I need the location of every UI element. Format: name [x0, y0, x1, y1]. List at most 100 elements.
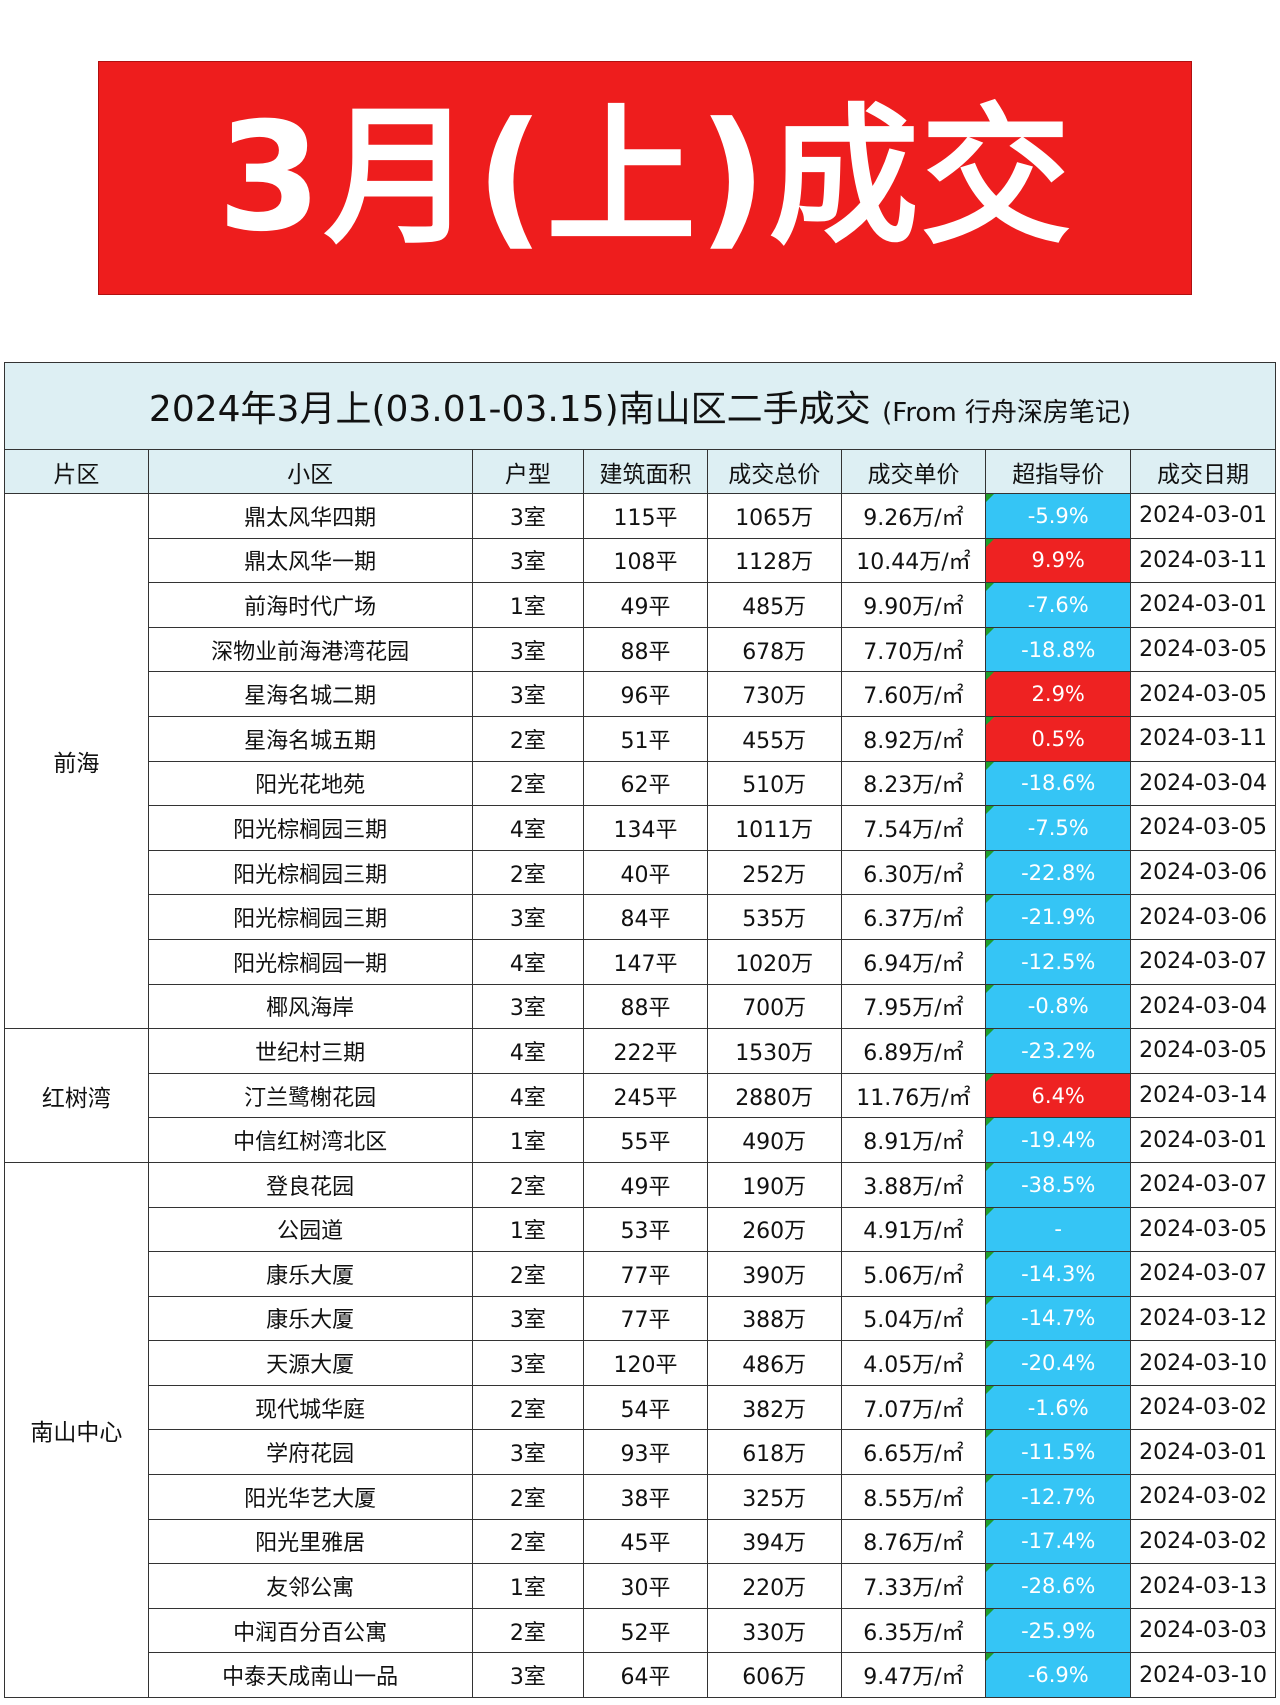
- area-cell: 红树湾: [4, 1028, 149, 1163]
- total-price-cell: 678万: [706, 626, 842, 673]
- unit-price-cell: 8.92万/㎡: [840, 715, 987, 762]
- unit-price-cell: 7.70万/㎡: [840, 626, 987, 673]
- unit-price-cell: 10.44万/㎡: [840, 537, 987, 584]
- date-cell: 2024-03-05: [1130, 671, 1276, 717]
- table-row: 阳光棕榈园三期 2室 40平 252万 6.30万/㎡ -22.8% 2024-03-06: [5, 849, 1276, 896]
- unit-price-cell: 7.33万/㎡: [840, 1563, 987, 1609]
- date-cell: 2024-03-04: [1130, 983, 1276, 1030]
- table-row: 中泰天成南山一品 3室 64平 606万 9.47万/㎡ -6.9% 2024-03-10: [5, 1652, 1276, 1699]
- floor-area-cell: 49平: [583, 1161, 708, 1208]
- unit-price-cell: 6.89万/㎡: [840, 1028, 987, 1074]
- over-guide-value: -: [1054, 1217, 1062, 1242]
- community-cell: 天源大厦: [147, 1340, 473, 1386]
- cell-marker-icon: [986, 806, 995, 815]
- total-price-cell: 618万: [706, 1429, 842, 1476]
- layout-cell: 2室: [471, 849, 585, 896]
- over-guide-value: -14.3%: [1021, 1261, 1096, 1286]
- header-total-price: 成交总价: [706, 449, 842, 494]
- total-price-cell: 325万: [706, 1474, 842, 1520]
- layout-cell: 2室: [471, 1607, 585, 1654]
- over-guide-cell: -17.4%: [985, 1518, 1132, 1565]
- table-row: 康乐大厦 2室 77平 390万 5.06万/㎡ -14.3% 2024-03-07: [5, 1251, 1276, 1297]
- date-cell: 2024-03-06: [1130, 849, 1276, 896]
- cell-marker-icon: [986, 895, 995, 904]
- date-cell: 2024-03-07: [1130, 1251, 1276, 1297]
- over-guide-cell: -1.6%: [985, 1384, 1132, 1431]
- floor-area-cell: 134平: [583, 805, 708, 851]
- layout-cell: 3室: [471, 626, 585, 673]
- total-price-cell: 1020万: [706, 938, 842, 985]
- cell-marker-icon: [986, 1341, 995, 1350]
- total-price-cell: 1065万: [706, 493, 842, 539]
- community-cell: 阳光花地苑: [147, 760, 473, 807]
- floor-area-cell: 49平: [583, 582, 708, 628]
- over-guide-value: -12.5%: [1021, 949, 1096, 974]
- floor-area-cell: 30平: [583, 1563, 708, 1609]
- total-price-cell: 1530万: [706, 1028, 842, 1074]
- total-price-cell: 260万: [706, 1206, 842, 1253]
- table-header-row: 片区 小区 户型 建筑面积 成交总价 成交单价 超指导价 成交日期: [4, 449, 1276, 494]
- over-guide-cell: -12.7%: [985, 1474, 1132, 1520]
- community-cell: 阳光华艺大厦: [147, 1474, 473, 1520]
- unit-price-cell: 3.88万/㎡: [840, 1161, 987, 1208]
- cell-marker-icon: [986, 1653, 995, 1662]
- floor-area-cell: 45平: [583, 1518, 708, 1565]
- community-cell: 中泰天成南山一品: [147, 1652, 473, 1699]
- date-cell: 2024-03-07: [1130, 938, 1276, 985]
- total-price-cell: 390万: [706, 1251, 842, 1297]
- over-guide-value: -6.9%: [1027, 1663, 1089, 1688]
- cell-marker-icon: [986, 1564, 995, 1573]
- over-guide-cell: 6.4%: [985, 1072, 1132, 1119]
- total-price-cell: 220万: [706, 1563, 842, 1609]
- date-cell: 2024-03-06: [1130, 894, 1276, 940]
- community-cell: 康乐大厦: [147, 1251, 473, 1297]
- table-row: 前海 鼎太风华四期 3室 115平 1065万 9.26万/㎡ -5.9% 2024-03-0…: [4, 492, 1276, 1030]
- layout-cell: 3室: [471, 983, 585, 1030]
- table-row: 学府花园 3室 93平 618万 6.65万/㎡ -11.5% 2024-03-01: [5, 1429, 1276, 1476]
- floor-area-cell: 52平: [583, 1607, 708, 1654]
- layout-cell: 4室: [471, 938, 585, 985]
- unit-price-cell: 8.23万/㎡: [840, 760, 987, 807]
- over-guide-value: -17.4%: [1021, 1529, 1096, 1554]
- floor-area-cell: 96平: [583, 671, 708, 717]
- over-guide-value: -25.9%: [1021, 1618, 1096, 1643]
- community-cell: 鼎太风华四期: [147, 493, 473, 539]
- floor-area-cell: 55平: [583, 1117, 708, 1163]
- date-cell: 2024-03-07: [1130, 1161, 1276, 1208]
- unit-price-cell: 4.05万/㎡: [840, 1340, 987, 1386]
- over-guide-value: -11.5%: [1021, 1440, 1096, 1465]
- floor-area-cell: 222平: [583, 1028, 708, 1074]
- cell-marker-icon: [986, 494, 995, 502]
- area-cell: 前海: [4, 492, 149, 1030]
- table-row: 中信红树湾北区 1室 55平 490万 8.91万/㎡ -19.4% 2024-03-01: [5, 1117, 1276, 1163]
- date-cell: 2024-03-02: [1130, 1384, 1276, 1431]
- floor-area-cell: 54平: [583, 1384, 708, 1431]
- floor-area-cell: 245平: [583, 1072, 708, 1119]
- unit-price-cell: 7.60万/㎡: [840, 671, 987, 717]
- unit-price-cell: 9.26万/㎡: [840, 493, 987, 539]
- community-cell: 前海时代广场: [147, 582, 473, 628]
- over-guide-value: -23.2%: [1021, 1038, 1096, 1063]
- floor-area-cell: 77平: [583, 1251, 708, 1297]
- layout-cell: 2室: [471, 1251, 585, 1297]
- table-row: 天源大厦 3室 120平 486万 4.05万/㎡ -20.4% 2024-03-10: [5, 1340, 1276, 1386]
- date-cell: 2024-03-10: [1130, 1652, 1276, 1699]
- layout-cell: 3室: [471, 671, 585, 717]
- over-guide-cell: -28.6%: [985, 1563, 1132, 1609]
- cell-marker-icon: [986, 1385, 995, 1394]
- over-guide-value: -19.4%: [1021, 1128, 1096, 1153]
- cell-marker-icon: [986, 1608, 995, 1617]
- over-guide-cell: -7.5%: [985, 805, 1132, 851]
- community-cell: 阳光棕榈园三期: [147, 805, 473, 851]
- total-price-cell: 730万: [706, 671, 842, 717]
- over-guide-value: -12.7%: [1021, 1484, 1096, 1509]
- over-guide-cell: -14.3%: [985, 1251, 1132, 1297]
- title-banner: 3月(上)成交: [98, 61, 1192, 295]
- over-guide-cell: -12.5%: [985, 938, 1132, 985]
- over-guide-cell: -22.8%: [985, 849, 1132, 896]
- floor-area-cell: 115平: [583, 493, 708, 539]
- layout-cell: 2室: [471, 715, 585, 762]
- over-guide-value: -28.6%: [1021, 1574, 1096, 1599]
- cell-marker-icon: [986, 627, 995, 636]
- total-price-cell: 2880万: [706, 1072, 842, 1119]
